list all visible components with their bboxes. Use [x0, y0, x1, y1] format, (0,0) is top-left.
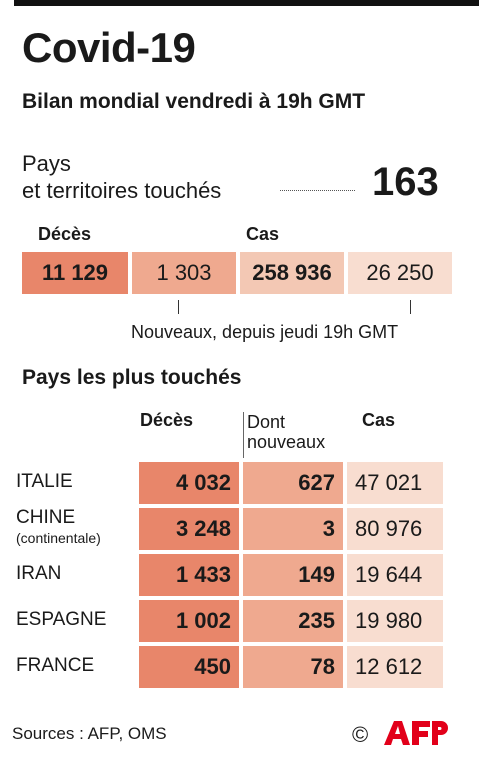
table-cell-new-deaths: 235 [243, 600, 343, 642]
table-cell-cases: 12 612 [347, 646, 443, 688]
col-header-new-line2: nouveaux [247, 432, 326, 452]
table-cell-deaths: 450 [139, 646, 239, 688]
table-row-country: FRANCE [16, 656, 94, 676]
table-cell-deaths: 3 248 [139, 508, 239, 550]
table-row-country: ESPAGNE [16, 610, 106, 630]
top-rule [14, 0, 479, 6]
new-since-note: Nouveaux, depuis jeudi 19h GMT [131, 322, 399, 342]
col-header-divider [243, 412, 244, 458]
country-name: CHINE [16, 507, 76, 528]
summary-deaths-new: 1 303 [132, 252, 236, 294]
countries-label: Pays et territoires touchés [22, 150, 221, 204]
table-cell-deaths: 1 002 [139, 600, 239, 642]
table-cell-new-deaths: 78 [243, 646, 343, 688]
countries-count: 163 [372, 160, 439, 204]
table-cell-cases: 80 976 [347, 508, 443, 550]
country-name: IRAN [16, 563, 62, 584]
col-header-deaths: Décès [140, 410, 194, 430]
sources-note: Sources : AFP, OMS [12, 724, 167, 743]
country-name: FRANCE [16, 655, 95, 676]
col-header-new: Dont nouveaux [247, 412, 325, 452]
table-cell-deaths: 1 433 [139, 554, 239, 596]
note-tick-cases [410, 300, 411, 314]
summary-deaths-total: 11 129 [22, 252, 128, 294]
col-header-cases: Cas [362, 410, 396, 430]
col-header-new-line1: Dont [247, 412, 286, 432]
copyright-symbol: © [352, 722, 369, 747]
table-cell-cases: 47 021 [347, 462, 443, 504]
page-subtitle: Bilan mondial vendredi à 19h GMT [22, 90, 366, 113]
country-name: ESPAGNE [16, 609, 107, 630]
countries-label-line2: et territoires touchés [22, 178, 222, 203]
summary-cases-header: Cas [246, 224, 280, 244]
table-cell-cases: 19 980 [347, 600, 443, 642]
afp-logo [384, 721, 448, 745]
table-cell-new-deaths: 149 [243, 554, 343, 596]
note-tick-deaths [178, 300, 179, 314]
summary-cases-total: 258 936 [240, 252, 344, 294]
dotted-leader [280, 190, 355, 191]
table-row-country: ITALIE [16, 472, 73, 492]
table-row-country: CHINE (continentale) [16, 508, 101, 548]
table-cell-new-deaths: 3 [243, 508, 343, 550]
table-cell-cases: 19 644 [347, 554, 443, 596]
page-title: Covid-19 [22, 24, 196, 71]
country-name: ITALIE [16, 471, 73, 492]
table-cell-deaths: 4 032 [139, 462, 239, 504]
table-cell-new-deaths: 627 [243, 462, 343, 504]
section-title: Pays les plus touchés [22, 366, 242, 389]
countries-label-line1: Pays [22, 151, 71, 176]
table-row-country: IRAN [16, 564, 61, 584]
country-subname: (continentale) [16, 530, 101, 546]
summary-cases-new: 26 250 [348, 252, 452, 294]
summary-deaths-header: Décès [38, 224, 92, 244]
